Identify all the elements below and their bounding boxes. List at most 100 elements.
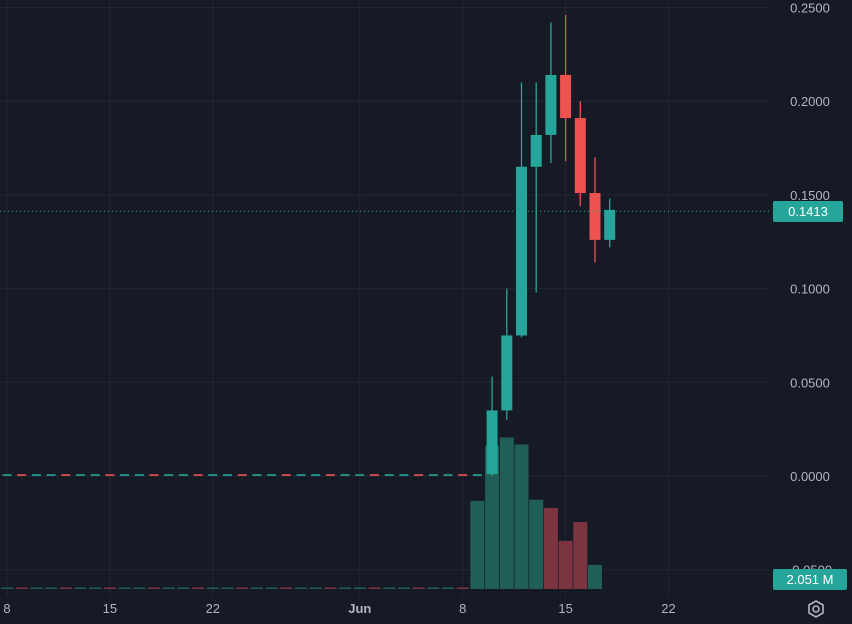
flat-volume-bar bbox=[59, 587, 72, 589]
candle bbox=[516, 82, 527, 338]
flat-candle bbox=[208, 474, 218, 476]
volume-bar bbox=[543, 507, 558, 589]
flat-candle bbox=[340, 474, 350, 476]
candle bbox=[545, 22, 557, 164]
candle-body bbox=[486, 410, 498, 475]
flat-volume-bar bbox=[427, 587, 440, 589]
flat-candle bbox=[281, 474, 291, 476]
flat-candle bbox=[17, 474, 27, 476]
flat-volume-bar bbox=[30, 587, 43, 589]
flat-candle bbox=[120, 474, 130, 476]
volume-bar bbox=[573, 522, 588, 589]
flat-volume-bar bbox=[15, 587, 28, 589]
candle-body bbox=[501, 335, 513, 411]
volume-bar bbox=[470, 500, 485, 589]
flat-candle bbox=[164, 474, 174, 476]
flat-candle bbox=[237, 474, 247, 476]
candle-body bbox=[516, 166, 527, 336]
x-tick-label: 22 bbox=[661, 601, 675, 616]
flat-volume-bar bbox=[339, 587, 352, 589]
flat-volume-bar bbox=[148, 587, 160, 589]
price-badge: 0.1413 bbox=[773, 201, 843, 222]
candle bbox=[530, 82, 542, 293]
flat-candle bbox=[267, 474, 277, 476]
flat-candle bbox=[223, 474, 232, 476]
flat-volume-bar bbox=[412, 587, 425, 589]
flat-candle bbox=[149, 474, 159, 476]
price-badge-text: 0.1413 bbox=[788, 204, 828, 219]
flat-volume-bar bbox=[397, 587, 410, 589]
x-tick-label: 22 bbox=[206, 601, 220, 616]
flat-volume-bar bbox=[118, 587, 131, 589]
flat-candle bbox=[193, 474, 203, 476]
flat-volume-bar bbox=[236, 587, 249, 589]
flat-volume-bar bbox=[45, 587, 58, 589]
flat-candle bbox=[296, 474, 306, 476]
flat-candle bbox=[90, 474, 100, 476]
flat-volume-bar bbox=[103, 587, 116, 589]
flat-candle bbox=[134, 474, 144, 476]
flat-candle bbox=[325, 474, 335, 476]
flat-candle bbox=[443, 474, 453, 476]
flat-volume-bar bbox=[353, 587, 366, 589]
volume-bar bbox=[588, 564, 602, 589]
flat-candle bbox=[399, 474, 409, 476]
flat-volume-bar bbox=[192, 587, 205, 589]
candle-body bbox=[589, 193, 601, 240]
volume-badge-text: 2.051 M bbox=[787, 572, 834, 587]
x-tick-label: 15 bbox=[103, 601, 117, 616]
chart-settings-button[interactable] bbox=[803, 596, 829, 622]
flat-volume-bar bbox=[133, 587, 146, 589]
flat-volume-bar bbox=[221, 587, 234, 589]
flat-volume-bar bbox=[162, 587, 175, 589]
volume-bar bbox=[529, 499, 544, 589]
flat-volume-bar bbox=[280, 587, 293, 589]
flat-volume-bar bbox=[265, 587, 278, 589]
volume-bars bbox=[470, 437, 602, 589]
flat-candle bbox=[2, 474, 12, 476]
grid-lines bbox=[0, 0, 770, 597]
flat-candle bbox=[311, 474, 321, 476]
flat-volume-bar bbox=[368, 587, 381, 589]
flat-candle bbox=[458, 474, 468, 476]
flat-candle bbox=[355, 474, 365, 476]
flat-period bbox=[1, 474, 484, 589]
flat-candle bbox=[61, 474, 71, 476]
flat-candle bbox=[252, 474, 262, 476]
flat-volume-bar bbox=[456, 587, 469, 589]
x-tick-label: 8 bbox=[3, 601, 10, 616]
y-tick-label: 0.0500 bbox=[790, 375, 830, 390]
volume-bar bbox=[499, 437, 514, 589]
y-tick-label: 0.0000 bbox=[790, 469, 830, 484]
flat-candle bbox=[178, 474, 188, 476]
x-tick-label: Jun bbox=[348, 601, 371, 616]
candle-body bbox=[604, 209, 616, 240]
flat-volume-bar bbox=[324, 587, 337, 589]
volume-bar bbox=[558, 540, 573, 589]
candles bbox=[486, 14, 616, 476]
flat-volume-bar bbox=[250, 587, 263, 589]
volume-bar bbox=[514, 444, 529, 589]
flat-volume-bar bbox=[89, 587, 102, 589]
candle-body bbox=[574, 118, 586, 194]
flat-volume-bar bbox=[177, 587, 190, 589]
x-tick-label: 8 bbox=[459, 601, 466, 616]
candle bbox=[589, 157, 601, 263]
flat-volume-bar bbox=[295, 587, 307, 589]
flat-candle bbox=[384, 474, 394, 476]
candle bbox=[560, 14, 572, 162]
price-axis[interactable]: 0.25000.20000.15000.10000.05000.0000-0.0… bbox=[788, 1, 832, 578]
candle-body bbox=[530, 134, 542, 167]
y-tick-label: 0.2000 bbox=[790, 94, 830, 109]
candle bbox=[604, 198, 616, 248]
volume-bar bbox=[485, 445, 500, 589]
time-axis[interactable]: 8 15 22 Jun 8 15 22 bbox=[3, 601, 675, 616]
flat-candle bbox=[76, 474, 85, 476]
candle-body bbox=[560, 74, 572, 119]
candle bbox=[486, 376, 498, 476]
candle bbox=[501, 288, 513, 420]
flat-candle bbox=[370, 474, 379, 476]
flat-candle bbox=[105, 474, 115, 476]
flat-candle bbox=[428, 474, 438, 476]
